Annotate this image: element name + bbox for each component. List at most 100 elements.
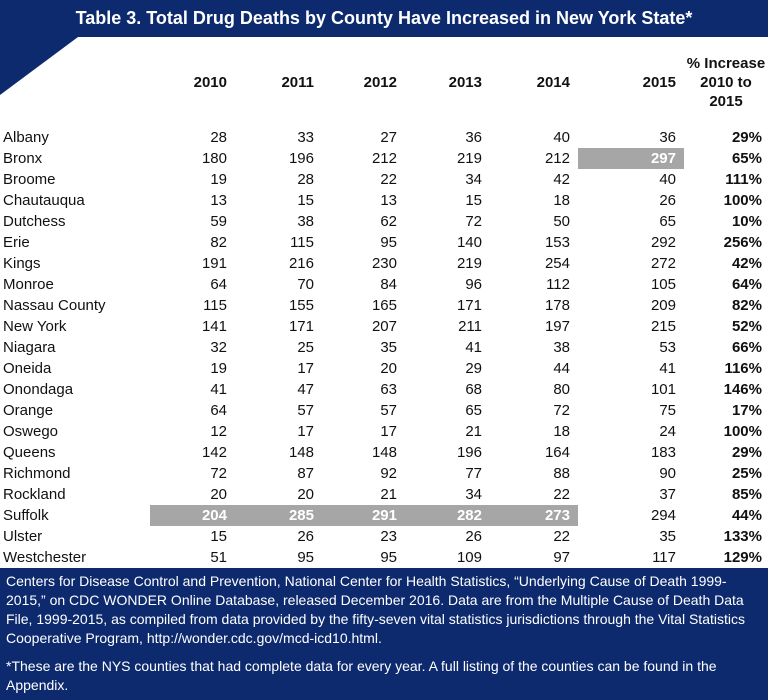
cell: 63: [380, 381, 397, 398]
cell: 17: [297, 423, 314, 440]
county-name: Nassau County: [3, 297, 106, 314]
county-name: Oswego: [3, 423, 59, 440]
cell: 100%: [723, 423, 762, 440]
cell: 66%: [731, 339, 762, 356]
table-row: New York 141 171 207 211 197 215 52%: [0, 316, 768, 337]
cell: 129%: [723, 549, 762, 566]
county-name: Kings: [3, 255, 41, 272]
cell: 32: [210, 339, 227, 356]
cell: 204: [150, 505, 235, 526]
cell: 38: [553, 339, 570, 356]
cell: 35: [659, 528, 676, 545]
cell: 92: [380, 465, 397, 482]
cell: 171: [288, 318, 314, 335]
county-name: Ulster: [3, 528, 43, 545]
cell: 26: [659, 192, 676, 209]
cell: 29%: [731, 444, 762, 461]
table-row: Monroe 64 70 84 96 112 105 64%: [0, 274, 768, 295]
table-row: Broome 19 28 22 34 42 40 111%: [0, 169, 768, 190]
cell: 95: [380, 234, 397, 251]
table-row: Suffolk 204 285 291 282 273 294 44%: [0, 505, 768, 526]
cell: 211: [458, 318, 482, 335]
cell: 90: [659, 465, 676, 482]
cell: 141: [201, 318, 227, 335]
cell: 50: [553, 213, 570, 230]
column-header: 2013: [448, 73, 482, 91]
cell: 292: [650, 234, 676, 251]
cell: 230: [371, 255, 397, 272]
cell: 82: [210, 234, 227, 251]
county-name: Albany: [3, 129, 49, 146]
cell: 19: [210, 171, 227, 188]
data-table: 2010 2011 2012 2013 2014 2015% Increase 2010 …: [0, 37, 768, 568]
cell: 40: [553, 129, 570, 146]
table-row: Queens 142 148 148 196 164 183 29%: [0, 442, 768, 463]
county-name: Erie: [3, 234, 30, 251]
cell: 297: [578, 148, 684, 169]
cell: 87: [297, 465, 314, 482]
cell: 117: [652, 549, 676, 566]
cell: 148: [371, 444, 397, 461]
cell: 51: [210, 549, 227, 566]
cell: 18: [553, 192, 570, 209]
cell: 116%: [724, 360, 762, 377]
column-header: 2011: [281, 73, 314, 91]
cell: 19: [210, 360, 227, 377]
footer: Centers for Disease Control and Preventi…: [0, 568, 768, 700]
column-header: 2014: [536, 73, 570, 91]
cell: 17: [297, 360, 314, 377]
cell: 109: [456, 549, 482, 566]
cell: 101: [650, 381, 676, 398]
table-body: Albany 28 33 27 36 40 36 29% Bronx 180 196 212 219 21…: [0, 127, 768, 568]
cell: 29%: [731, 129, 762, 146]
cell: 15: [297, 192, 314, 209]
cell: 47: [297, 381, 314, 398]
cell: 105: [650, 276, 676, 293]
cell: 272: [650, 255, 676, 272]
table-row: Westchester 51 95 95 109 97 117 129%: [0, 547, 768, 568]
cell: 65: [659, 213, 676, 230]
cell: 21: [380, 486, 397, 503]
cell: 115: [203, 297, 227, 314]
cell: 72: [553, 402, 570, 419]
cell: 80: [553, 381, 570, 398]
cell: 77: [465, 465, 482, 482]
cell: 22: [553, 528, 570, 545]
cell: 26: [465, 528, 482, 545]
cell: 22: [380, 171, 397, 188]
cell: 52%: [731, 318, 762, 335]
cell: 88: [553, 465, 570, 482]
cell: 164: [544, 444, 570, 461]
county-name: Westchester: [3, 549, 87, 566]
cell: 36: [465, 129, 482, 146]
footnote: *These are the NYS counties that had com…: [6, 658, 717, 693]
cell: 25: [297, 339, 314, 356]
cell: 24: [659, 423, 676, 440]
cell: 44%: [731, 507, 762, 524]
table-row: Chautauqua 13 15 13 15 18 26 100%: [0, 190, 768, 211]
cell: 95: [297, 549, 314, 566]
cell: 20: [210, 486, 227, 503]
table-row: Bronx 180 196 212 219 212 297 65%: [0, 148, 768, 169]
title: Table 3. Total Drug Deaths by County Hav…: [0, 0, 768, 37]
cell: 41: [659, 360, 676, 377]
cell: 100%: [723, 192, 762, 209]
cell: 285: [235, 505, 322, 526]
cell: 212: [371, 150, 397, 167]
cell: 44: [553, 360, 570, 377]
county-name: Orange: [3, 402, 54, 419]
cell: 34: [465, 486, 482, 503]
cell: 219: [456, 150, 482, 167]
column-header: % Increase 2010 to 2015: [686, 54, 766, 110]
cell: 196: [456, 444, 482, 461]
source-note: Centers for Disease Control and Preventi…: [6, 573, 745, 646]
table-row: Erie 82 115 95 140 153 292 256%: [0, 232, 768, 253]
header-row: 2010 2011 2012 2013 2014 2015 % Increase 2010 …: [0, 37, 768, 127]
column-header: 2015: [642, 73, 676, 91]
cell: 26: [297, 528, 314, 545]
cell: 23: [380, 528, 397, 545]
table-row: Niagara 32 25 35 41 38 53 66%: [0, 337, 768, 358]
cell: 95: [380, 549, 397, 566]
cell: 12: [210, 423, 227, 440]
cell: 38: [297, 213, 314, 230]
